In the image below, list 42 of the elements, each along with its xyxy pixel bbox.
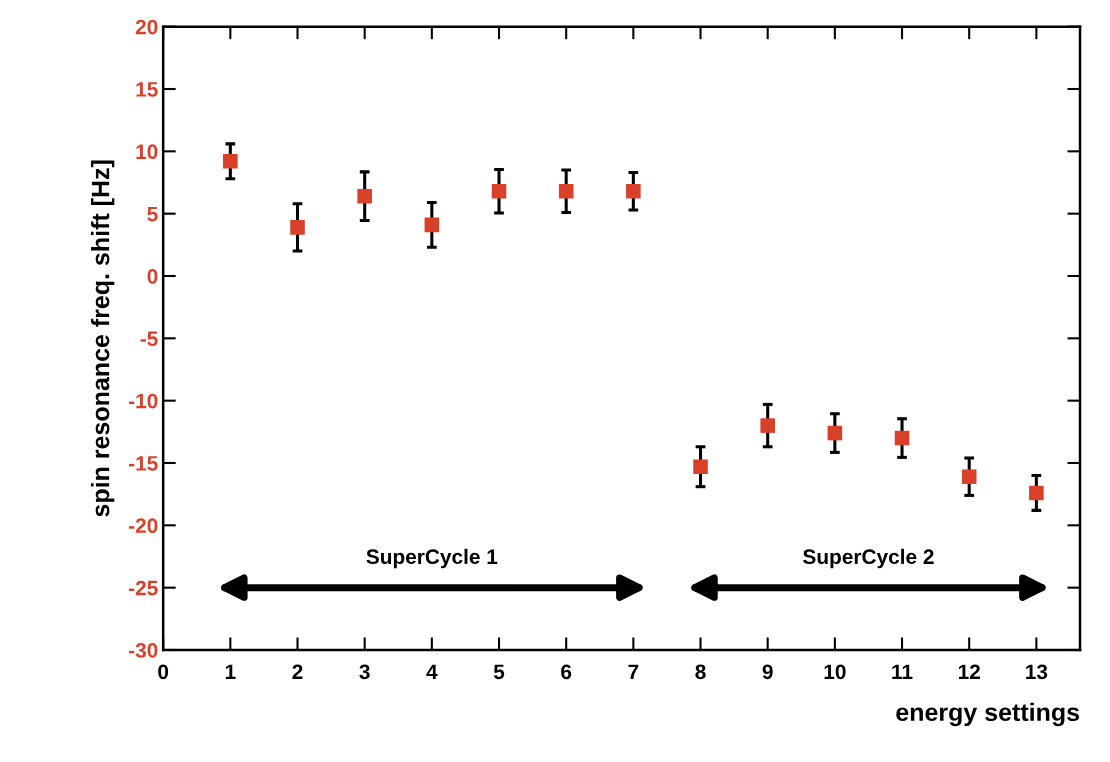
point [827,425,843,441]
point [424,217,440,233]
point [357,188,372,204]
x-tick-label: 1 [225,664,236,679]
x-tick-label: 13 [1026,664,1048,680]
point [223,154,238,169]
x-axis-title: energy settings [896,702,1080,727]
point [290,220,305,235]
x-tick-label: 6 [561,664,572,680]
y-axis-title: spin resonance freq. shift [Hz] [91,160,115,517]
x-tick-label: 5 [493,664,505,680]
point [491,183,507,199]
x-tick-label: 12 [958,664,980,679]
point [961,469,977,484]
x-tick-label: 0 [158,664,169,680]
point [693,459,708,475]
x-tick-label: 3 [359,664,370,680]
y-tick-label: -15 [129,456,158,471]
x-tick-label: 7 [628,664,639,679]
x-tick-label: 4 [426,664,438,679]
y-tick-label: -10 [129,393,158,409]
y-tick-label: -5 [140,331,158,347]
x-tick-label: 8 [695,664,706,680]
y-tick-label: 0 [147,269,158,284]
x-tick-label: 2 [292,664,303,679]
y-tick-label: 15 [136,82,158,97]
point [894,430,910,446]
point [1029,485,1044,501]
annotation: SuperCycle 1 [366,548,498,569]
y-tick-label: -25 [129,580,158,596]
x-tick-label: 10 [824,664,846,680]
annotation: SuperCycle 2 [803,548,934,569]
y-tick-label: 5 [147,206,158,222]
y-tick-label: -20 [129,518,158,534]
y-tick-label: 10 [136,144,158,160]
y-tick-label: -30 [129,642,158,658]
point [760,418,775,433]
point [558,183,574,199]
x-tick-label: 9 [762,664,773,680]
point [626,183,641,199]
x-tick-label: 11 [892,664,913,679]
y-tick-label: 20 [135,19,158,35]
